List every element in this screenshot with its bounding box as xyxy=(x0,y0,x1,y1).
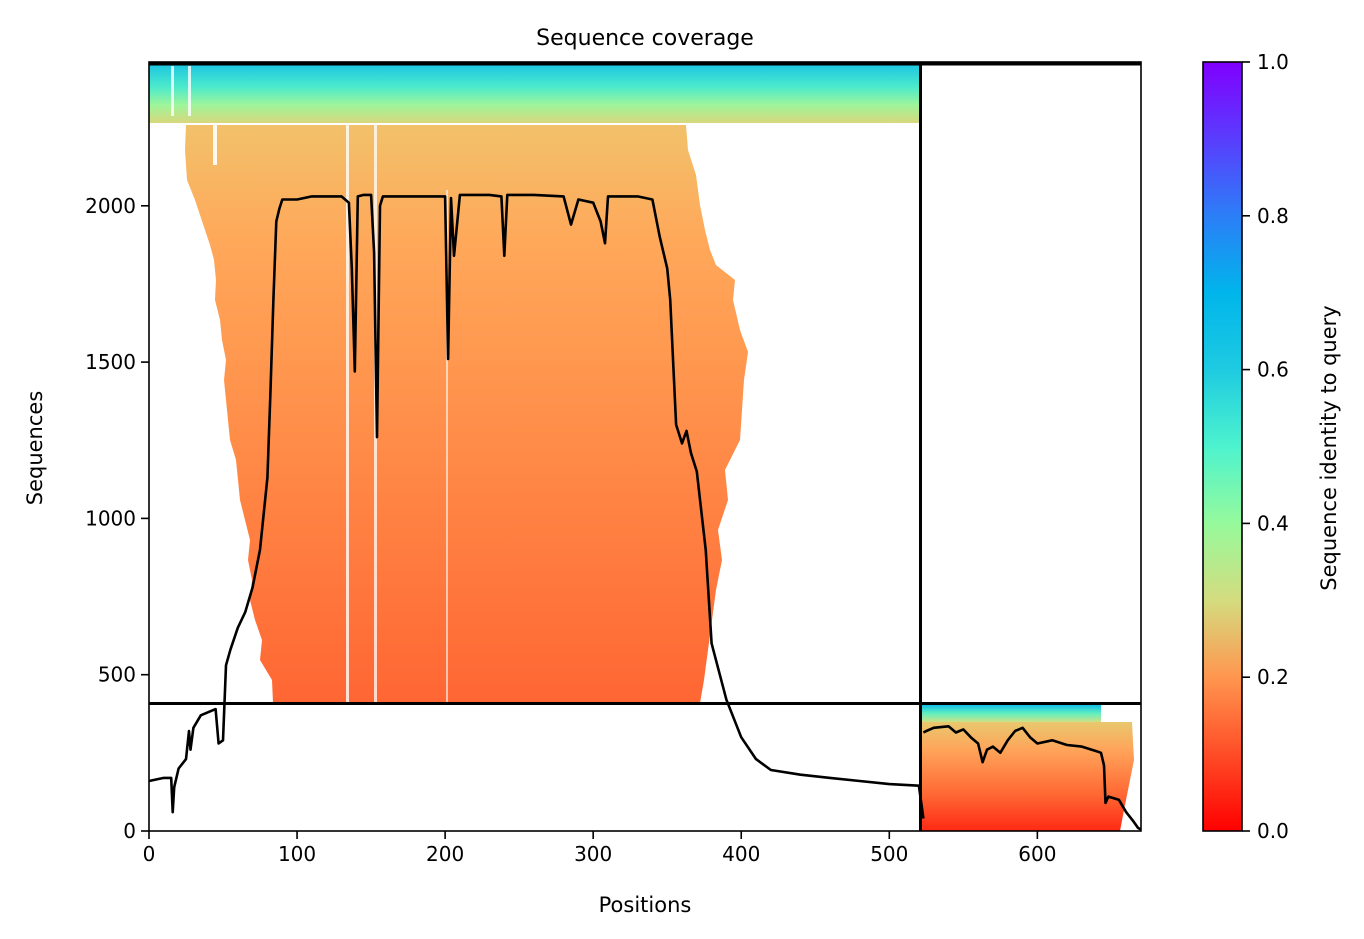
chart-title: Sequence coverage xyxy=(536,26,754,51)
y-tick-label: 0 xyxy=(123,819,136,843)
y-tick-label: 500 xyxy=(98,663,136,687)
y-axis: 0 500 1000 1500 2000 xyxy=(85,194,149,843)
heatmap-secondary-body xyxy=(921,722,1134,831)
coverage-line xyxy=(148,193,925,819)
x-tick-label: 600 xyxy=(1018,842,1056,866)
x-tick-label: 300 xyxy=(574,842,612,866)
colorbar-tick-label: 0.8 xyxy=(1257,204,1289,228)
heatmap-top-band xyxy=(149,63,920,123)
heatmap-gap-streak xyxy=(188,66,191,116)
plot-frame xyxy=(148,61,1142,832)
heatmap-secondary-top-band xyxy=(921,705,1101,722)
x-axis: 0 100 200 300 400 500 600 xyxy=(143,831,1056,866)
y-tick-label: 2000 xyxy=(85,194,136,218)
colorbar xyxy=(1202,61,1243,832)
colorbar-tick-label: 0.6 xyxy=(1257,358,1289,382)
colorbar-tick-label: 0.2 xyxy=(1257,665,1289,689)
x-tick-label: 0 xyxy=(143,842,156,866)
colorbar-label: Sequence identity to query xyxy=(1317,305,1341,590)
x-tick-label: 500 xyxy=(870,842,908,866)
x-tick-label: 400 xyxy=(722,842,760,866)
y-tick-label: 1000 xyxy=(85,506,136,530)
heatmap-gap-streak xyxy=(346,125,349,703)
heatmap-layer xyxy=(149,63,1134,831)
heatmap-main-body xyxy=(185,125,748,703)
x-tick-label: 200 xyxy=(426,842,464,866)
x-tick-label: 100 xyxy=(278,842,316,866)
heatmap-gap-streak xyxy=(171,66,174,116)
heatmap-gap-streak xyxy=(213,125,217,165)
colorbar-tick-label: 0.0 xyxy=(1257,819,1289,843)
heatmap-gap-streak xyxy=(446,190,448,703)
coverage-line-secondary xyxy=(922,724,1142,831)
y-tick-label: 1500 xyxy=(85,350,136,374)
colorbar-tick-label: 1.0 xyxy=(1257,50,1289,74)
colorbar-tick-label: 0.4 xyxy=(1257,511,1289,535)
y-axis-label: Sequences xyxy=(23,391,47,506)
x-axis-label: Positions xyxy=(599,893,692,917)
colorbar-ticks: 0.0 0.2 0.4 0.6 0.8 1.0 xyxy=(1242,50,1289,843)
